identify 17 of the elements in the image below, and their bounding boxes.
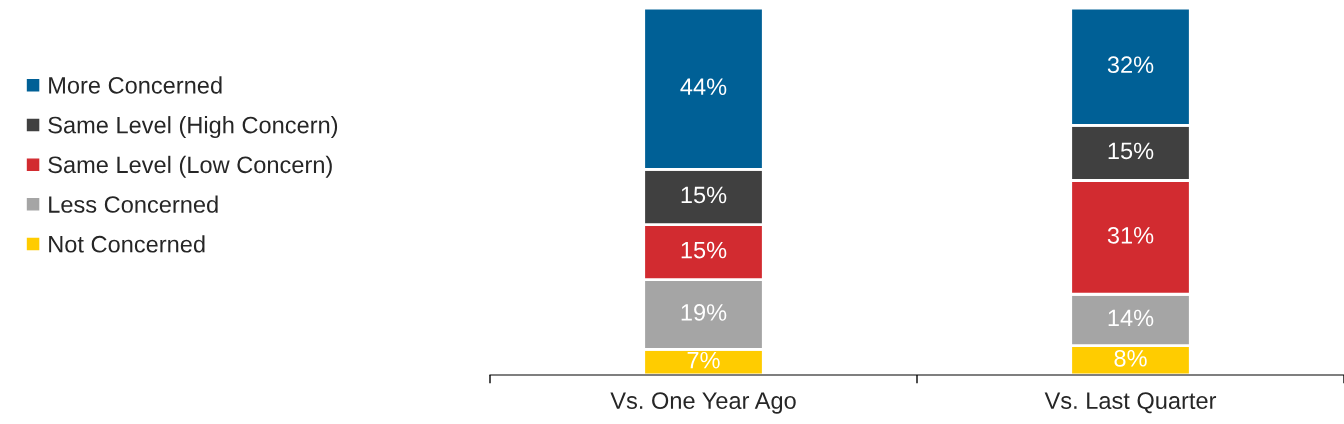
data-label: 19%: [681, 304, 727, 321]
data-label: 8%: [1114, 349, 1147, 367]
data-label: 14%: [1108, 309, 1154, 327]
x-tick-label: Vs. One Year Ago: [610, 392, 796, 414]
data-label: 15%: [1108, 142, 1154, 160]
data-label: 44%: [680, 78, 727, 95]
legend-label: Less Concerned: [49, 195, 218, 213]
legend-label: Not Concerned: [49, 235, 205, 253]
data-label: 32%: [1107, 56, 1154, 74]
legend-label: Same Level (High Concern): [48, 116, 338, 139]
data-label: 7%: [687, 351, 720, 369]
data-label: 15%: [681, 241, 727, 259]
legend-label: Same Level (Low Concern): [48, 155, 332, 178]
data-label: 15%: [681, 186, 727, 204]
data-label: 31%: [1107, 226, 1154, 244]
x-tick-label: Vs. Last Quarter: [1044, 392, 1217, 414]
legend-label: More Concerned: [49, 76, 222, 94]
